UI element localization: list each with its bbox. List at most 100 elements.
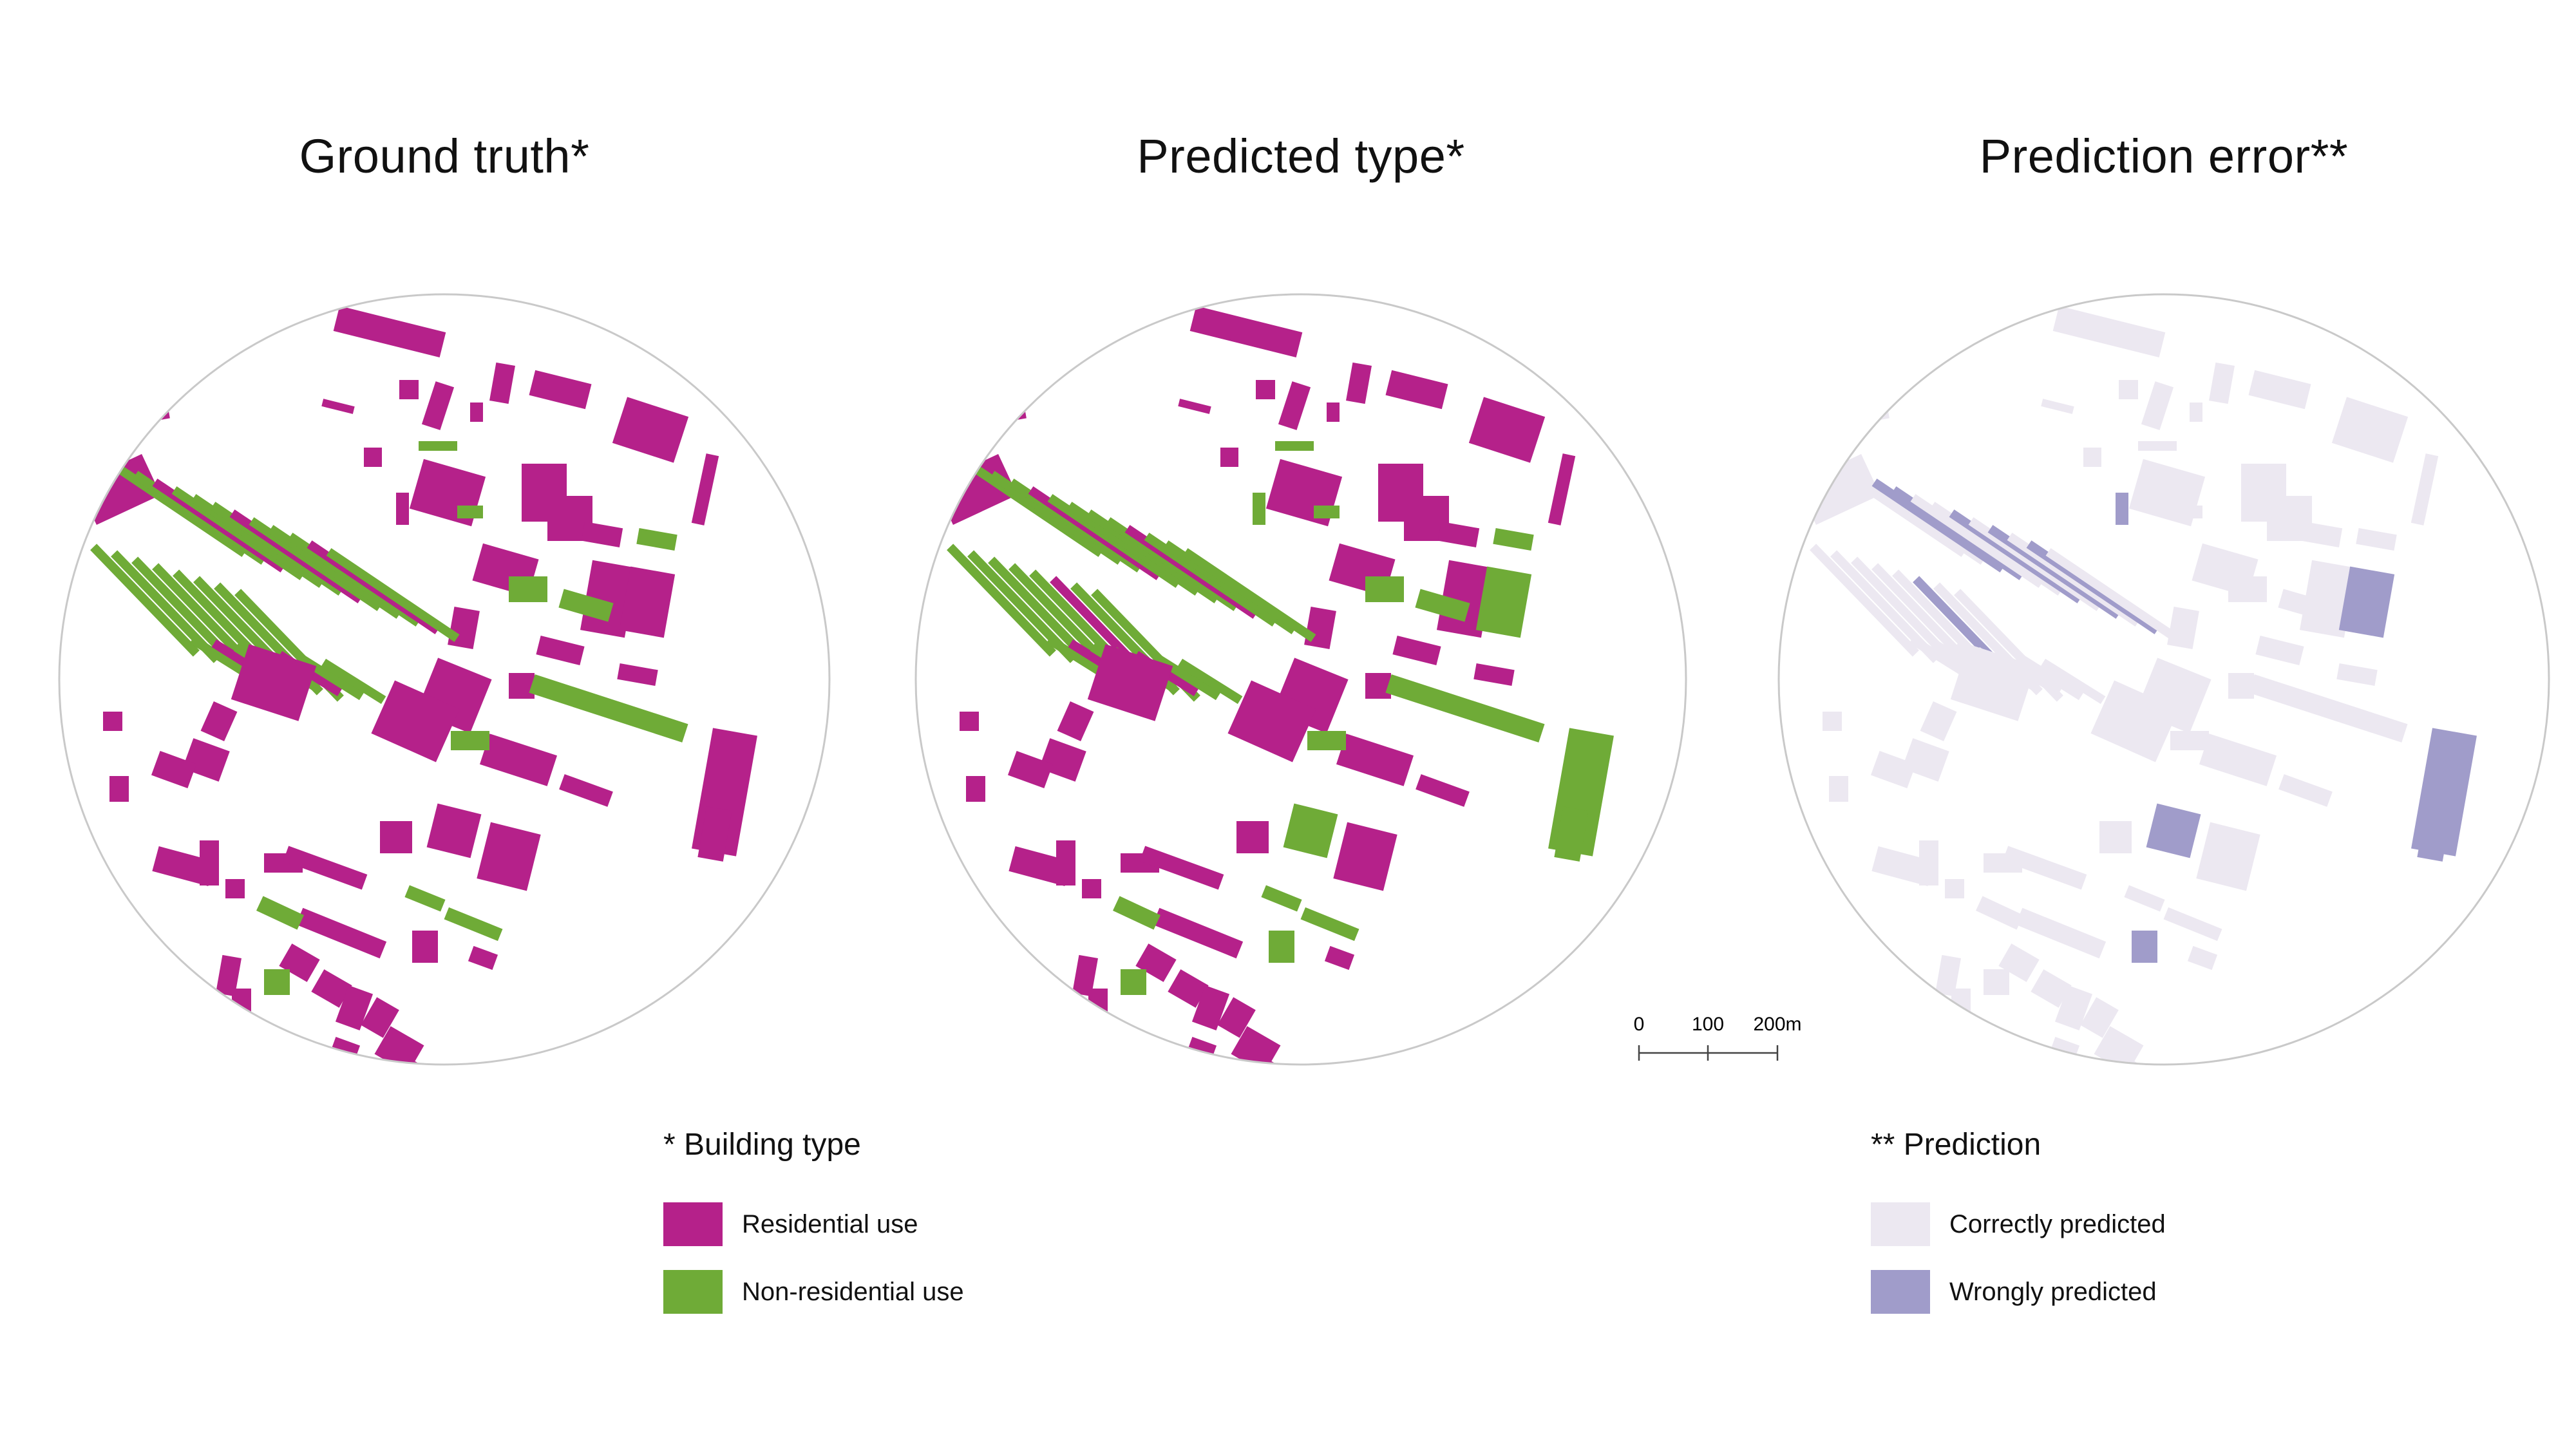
scale-bar: 0 100 200m: [1629, 1008, 1823, 1066]
building-footprint: [2170, 731, 2209, 750]
map-boundary-circle: [1777, 293, 2550, 1066]
building-footprint: [122, 982, 135, 1001]
building-footprint: [1082, 879, 1101, 898]
building-footprint: [1336, 734, 1414, 786]
building-footprint: [1871, 846, 1935, 886]
building-footprint: [1473, 663, 1515, 687]
building-footprint: [979, 1053, 992, 1065]
building-footprint: [108, 400, 144, 444]
building-footprint: [2196, 822, 2260, 891]
building-footprint: [2255, 635, 2304, 666]
building-footprint: [152, 846, 215, 886]
building-footprint: [2022, 1059, 2041, 1065]
building-footprint: [2177, 506, 2202, 518]
building-footprint: [1900, 357, 1919, 377]
building-footprint: [536, 635, 585, 666]
building-footprint: [152, 563, 261, 676]
building-footprint: [200, 701, 238, 741]
building-footprint: [2248, 674, 2408, 743]
building-footprint: [2167, 606, 2199, 650]
building-footprint: [2031, 969, 2072, 1008]
building-footprint: [1046, 1036, 1079, 1065]
panel-title-ground-truth: Ground truth*: [299, 129, 590, 183]
building-footprint: [1416, 774, 1470, 807]
building-footprint: [1256, 380, 1275, 399]
building-footprint: [1935, 954, 1961, 997]
building-footprint: [333, 306, 446, 357]
building-footprint: [1437, 522, 1480, 547]
building-footprint: [404, 885, 446, 912]
building-footprint: [326, 548, 460, 642]
building-footprint: [283, 846, 368, 890]
building-footprint: [122, 1053, 135, 1065]
building-footprint: [529, 674, 688, 743]
building-footprint: [1253, 493, 1265, 525]
building-footprint: [1057, 701, 1094, 741]
building-footprint: [371, 680, 460, 762]
legend-item-wrong: Wrongly predicted: [1871, 1269, 2166, 1315]
residential-swatch: [663, 1202, 723, 1246]
building-footprint: [1548, 453, 1576, 526]
building-footprint: [1851, 556, 1960, 670]
building-footprint: [1829, 776, 1848, 802]
building-footprint: [1365, 576, 1404, 602]
building-footprint: [1346, 362, 1372, 404]
building-footprint: [1333, 822, 1397, 891]
building-footprint: [2278, 589, 2333, 622]
legend-label: Correctly predicted: [1949, 1209, 2166, 1238]
map-boundary-circle: [914, 293, 1687, 1066]
building-footprint: [109, 776, 129, 802]
legend-label: Residential use: [742, 1209, 918, 1238]
building-footprint: [619, 566, 676, 638]
building-footprint: [1072, 954, 1098, 997]
building-footprint: [189, 1036, 223, 1065]
building-footprint: [2041, 399, 2074, 414]
building-footprint: [2002, 846, 2087, 890]
building-footprint: [1236, 821, 1269, 853]
building-footprint: [256, 896, 305, 930]
building-footprint: [1842, 982, 1855, 1001]
building-footprint: [1087, 644, 1173, 721]
prediction-error-map: [1777, 293, 2550, 1066]
building-footprint: [2248, 370, 2311, 410]
building-footprint: [558, 589, 614, 622]
building-footprint: [155, 1008, 174, 1027]
ground-truth-map: [58, 293, 831, 1066]
building-footprint: [1220, 448, 1238, 467]
building-footprint: [93, 909, 113, 933]
building-footprint: [581, 522, 623, 547]
building-footprint: [2187, 945, 2218, 971]
building-footprint: [1121, 969, 1146, 995]
building-footprint: [1177, 658, 1243, 705]
building-footprint: [1300, 907, 1359, 942]
building-footprint: [1385, 370, 1448, 410]
building-footprint: [2338, 566, 2395, 638]
legend-label: Wrongly predicted: [1949, 1277, 2157, 1306]
building-footprint: [529, 370, 592, 410]
building-footprint: [106, 954, 126, 978]
building-footprint: [2083, 448, 2101, 467]
building-footprint: [2080, 997, 2119, 1038]
building-footprint: [1283, 803, 1338, 858]
building-footprint: [612, 397, 689, 463]
building-footprint: [1009, 846, 1072, 886]
building-footprint: [2090, 680, 2179, 762]
building-footprint: [1415, 589, 1470, 622]
building-footprint: [444, 907, 503, 942]
building-footprint: [1385, 674, 1545, 743]
building-footprint: [1887, 364, 1900, 383]
building-footprint: [1327, 402, 1340, 422]
building-footprint: [509, 673, 535, 699]
building-footprint: [1950, 644, 2036, 721]
building-footprint: [90, 544, 200, 657]
building-footprint: [489, 362, 515, 404]
building-footprint: [457, 506, 483, 518]
building-layer: [934, 306, 1614, 1065]
legend-item-residential: Residential use: [663, 1201, 964, 1247]
building-footprint: [1168, 969, 1209, 1008]
building-footprint: [2417, 806, 2452, 862]
building-footprint: [151, 750, 197, 789]
map-boundary-circle: [58, 293, 831, 1066]
building-footprint: [103, 712, 122, 731]
building-footprint: [636, 527, 677, 551]
